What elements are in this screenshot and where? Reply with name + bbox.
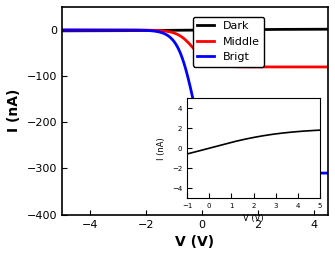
Brigt (326, 172, 330, 175)
Middle (168, 30, 172, 33)
Dark (60, 29, 64, 33)
Legend: Dark, Middle, Brigt: Dark, Middle, Brigt (193, 17, 264, 67)
Middle (272, 65, 276, 68)
Brigt (168, 35, 172, 38)
Line: Brigt: Brigt (62, 30, 328, 173)
Dark (87, 29, 91, 32)
Dark (272, 28, 276, 31)
Y-axis label: I (nA): I (nA) (7, 89, 21, 132)
Middle (267, 65, 271, 68)
Brigt (60, 28, 64, 31)
Dark (326, 28, 330, 31)
Middle (177, 34, 181, 37)
Brigt (272, 172, 276, 175)
Brigt (87, 28, 91, 31)
Dark (267, 28, 271, 31)
Dark (243, 28, 247, 31)
Line: Dark: Dark (62, 29, 328, 31)
Middle (60, 28, 64, 31)
Middle (243, 65, 247, 68)
Middle (87, 28, 91, 31)
Dark (177, 29, 181, 32)
Brigt (267, 172, 271, 175)
Brigt (243, 171, 247, 174)
Middle (326, 66, 330, 69)
Dark (168, 29, 172, 32)
Line: Middle: Middle (62, 30, 328, 67)
X-axis label: V (V): V (V) (176, 235, 214, 249)
Brigt (177, 49, 181, 52)
